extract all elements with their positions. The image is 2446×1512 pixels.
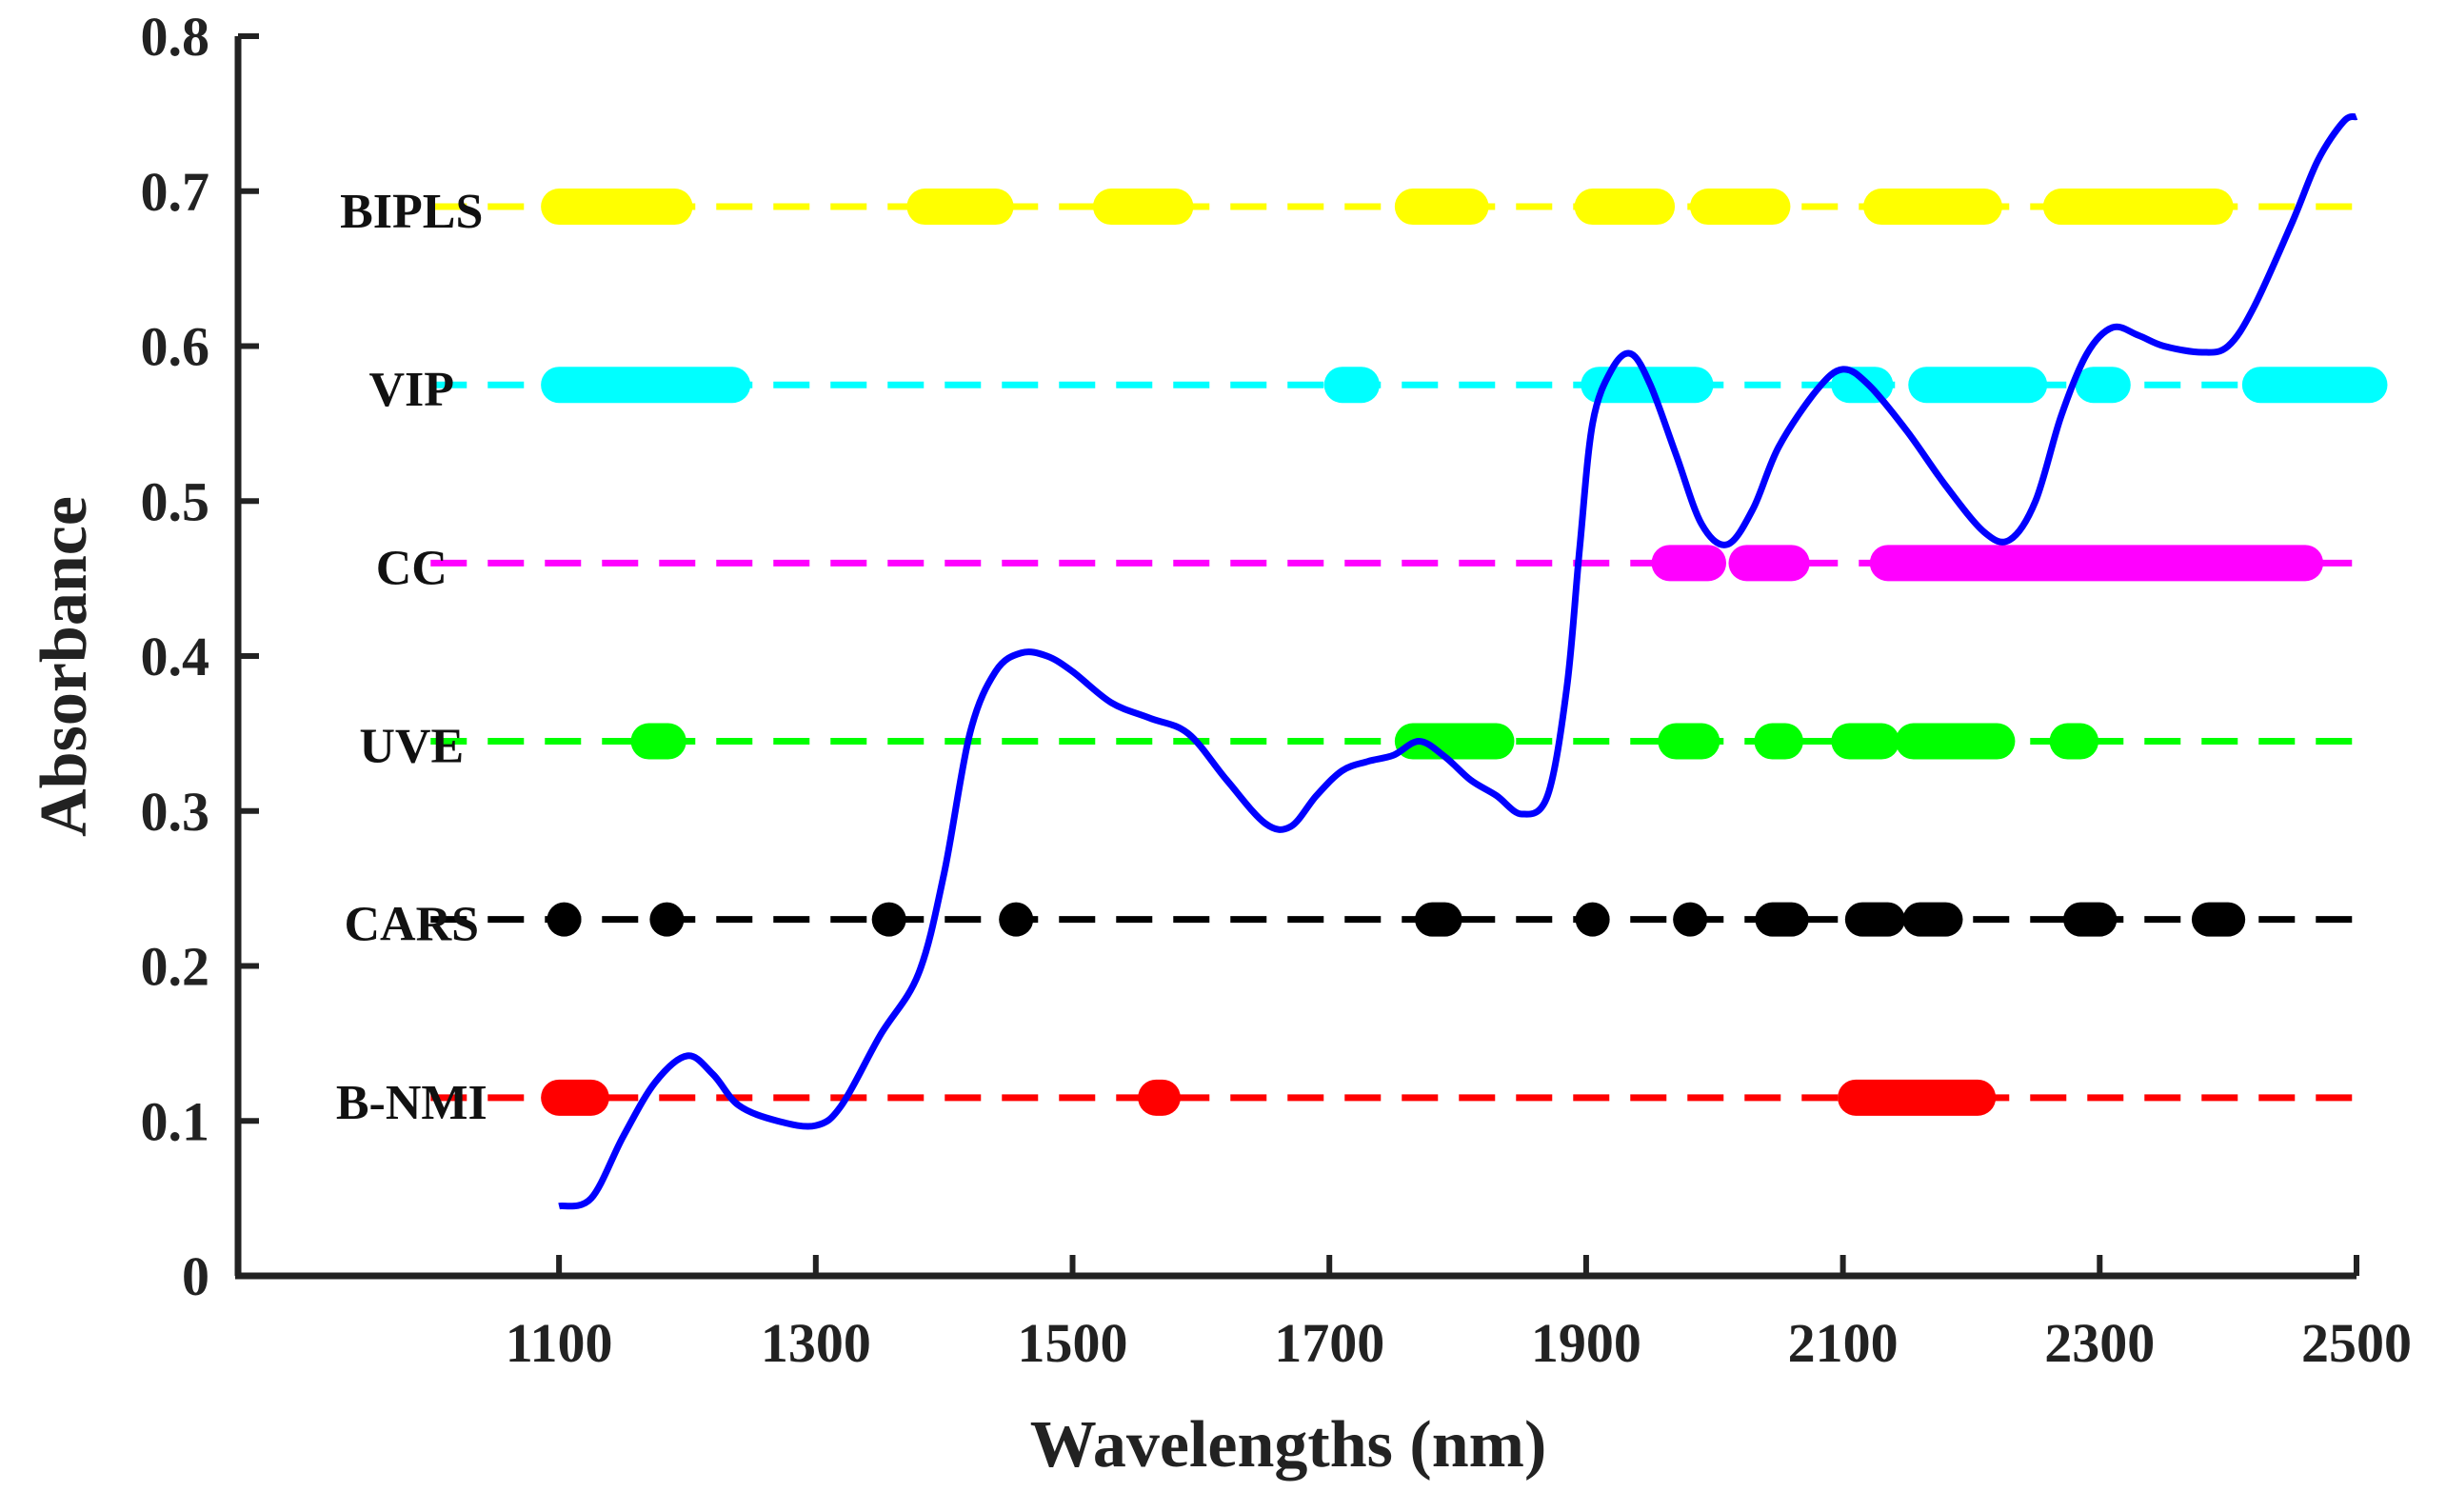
spectrum-line <box>558 113 2358 1210</box>
y-tick-label: 0.7 <box>141 161 210 223</box>
method-label: B-NMI <box>336 1076 487 1130</box>
x-tick-label: 1500 <box>1018 1312 1128 1374</box>
method-label: UVE <box>359 720 464 774</box>
x-tick-label: 1300 <box>761 1312 871 1374</box>
x-tick-label: 1700 <box>1274 1312 1384 1374</box>
method-label: VIP <box>368 363 454 417</box>
x-axis-title: Wavelengths (nm) <box>1030 1408 1547 1482</box>
method-label: BIPLS <box>340 185 483 239</box>
y-tick-label: 0.1 <box>141 1090 210 1152</box>
x-tick-label: 2300 <box>2044 1312 2155 1374</box>
method-label: CC <box>376 541 447 595</box>
y-tick-label: 0.5 <box>141 470 210 532</box>
x-tick-label: 1100 <box>506 1312 613 1374</box>
y-axis-title: Absorbance <box>28 496 101 837</box>
y-tick-label: 0.6 <box>141 316 210 378</box>
y-tick-label: 0.8 <box>141 6 210 68</box>
y-tick-label: 0.4 <box>141 626 210 687</box>
method-series <box>430 189 2388 1116</box>
spectrum <box>558 113 2358 1210</box>
axes: 0 0.1 0.2 0.3 0.4 0.5 0.6 0.7 0.8 1100 1300 1500 170… <box>141 6 2413 1374</box>
x-tick-label: 2100 <box>1788 1312 1899 1374</box>
y-tick-label: 0.2 <box>141 936 210 998</box>
x-tick-label: 1900 <box>1531 1312 1641 1374</box>
x-tick-label: 2500 <box>2301 1312 2412 1374</box>
method-label: CARS <box>344 898 479 952</box>
labels: Wavelengths (nm) Absorbance BIPLS VIP CC UV… <box>28 185 1546 1482</box>
y-tick-label: 0 <box>182 1245 209 1307</box>
y-tick-label: 0.3 <box>141 781 210 843</box>
